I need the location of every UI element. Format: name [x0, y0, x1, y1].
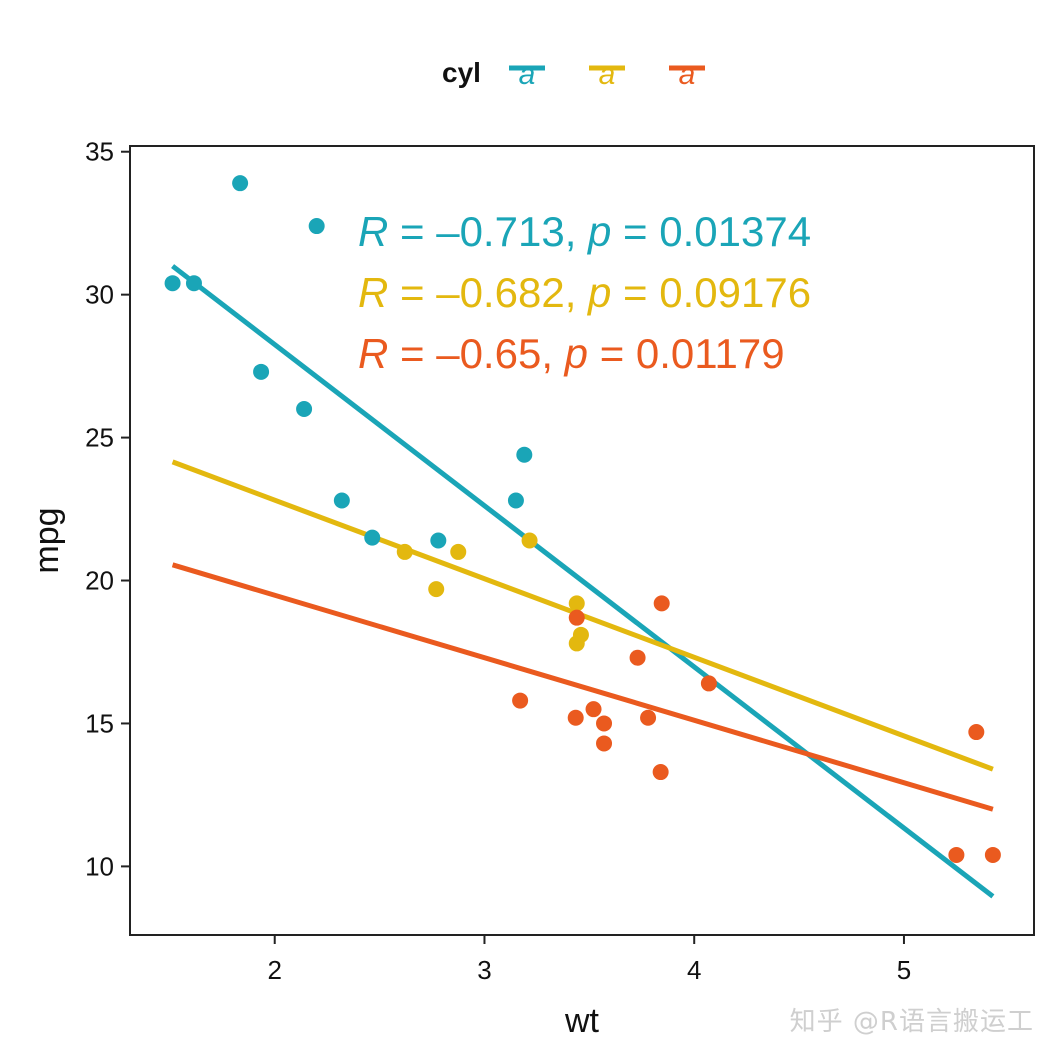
data-point — [585, 701, 602, 718]
data-point — [253, 363, 270, 380]
data-point — [308, 218, 325, 235]
legend-key-glyph: a — [599, 58, 616, 91]
correlation-label: R = –0.65, p = 0.01179 — [358, 330, 785, 377]
data-point — [596, 715, 613, 732]
y-tick-label: 15 — [85, 708, 114, 738]
data-point — [296, 401, 313, 417]
data-point — [396, 543, 413, 560]
legend: cyl a a a — [442, 57, 705, 91]
y-tick-label: 35 — [85, 137, 114, 167]
y-tick-label: 10 — [85, 851, 114, 881]
watermark: 知乎 @R语言搬运工 — [789, 1007, 1034, 1037]
data-point — [629, 649, 646, 666]
x-tick-label: 2 — [267, 955, 281, 985]
data-point — [596, 735, 613, 752]
legend-title: cyl — [442, 57, 481, 88]
legend-key-glyph: a — [519, 58, 536, 91]
x-axis: 2 3 4 5 — [267, 935, 911, 985]
data-point — [232, 175, 249, 192]
data-point — [653, 595, 670, 612]
data-point — [948, 846, 965, 863]
y-tick-label: 25 — [85, 423, 114, 453]
data-point — [185, 275, 202, 292]
data-point — [521, 532, 538, 549]
correlation-label: R = –0.713, p = 0.01374 — [358, 208, 811, 255]
data-point — [428, 581, 445, 598]
data-point — [652, 764, 669, 781]
data-point — [968, 724, 985, 741]
x-tick-label: 3 — [477, 955, 491, 985]
data-point — [364, 529, 381, 546]
correlation-label: R = –0.682, p = 0.09176 — [358, 269, 811, 316]
fit-line — [171, 264, 995, 899]
data-point — [516, 446, 533, 463]
x-tick-label: 4 — [687, 955, 701, 985]
correlation-value: –0.682 — [436, 269, 564, 316]
data-point — [568, 595, 585, 612]
data-point — [450, 543, 467, 560]
data-point — [164, 275, 181, 292]
legend-key: a — [509, 58, 545, 91]
data-point — [640, 709, 657, 726]
plot-panel-border — [129, 145, 1035, 936]
correlation-value: 0.01179 — [636, 330, 785, 377]
correlation-value: 0.01374 — [659, 208, 811, 255]
legend-key: a — [669, 58, 705, 91]
correlation-value: –0.713 — [436, 208, 564, 255]
data-point — [512, 692, 529, 709]
legend-key-glyph: a — [679, 58, 696, 91]
data-point — [507, 492, 524, 509]
y-tick-label: 30 — [85, 280, 114, 310]
data-point — [333, 492, 350, 509]
data-point — [568, 609, 585, 626]
correlation-annotations: R = –0.713, p = 0.01374 R = –0.682, p = 0… — [358, 208, 811, 377]
x-axis-title: wt — [564, 1002, 600, 1040]
data-point — [572, 626, 589, 643]
y-axis-title: mpg — [28, 507, 66, 573]
data-point — [984, 846, 1001, 863]
data-point — [567, 709, 584, 726]
fit-line — [171, 562, 994, 812]
data-point — [700, 675, 717, 692]
y-axis: 10 15 20 25 30 35 — [85, 137, 130, 881]
data-points — [164, 175, 1001, 863]
legend-key: a — [589, 58, 625, 91]
correlation-value: 0.09176 — [659, 269, 811, 316]
data-point — [430, 532, 447, 549]
correlation-value: –0.65 — [436, 330, 541, 377]
x-tick-label: 5 — [897, 955, 911, 985]
y-tick-label: 20 — [85, 566, 114, 596]
